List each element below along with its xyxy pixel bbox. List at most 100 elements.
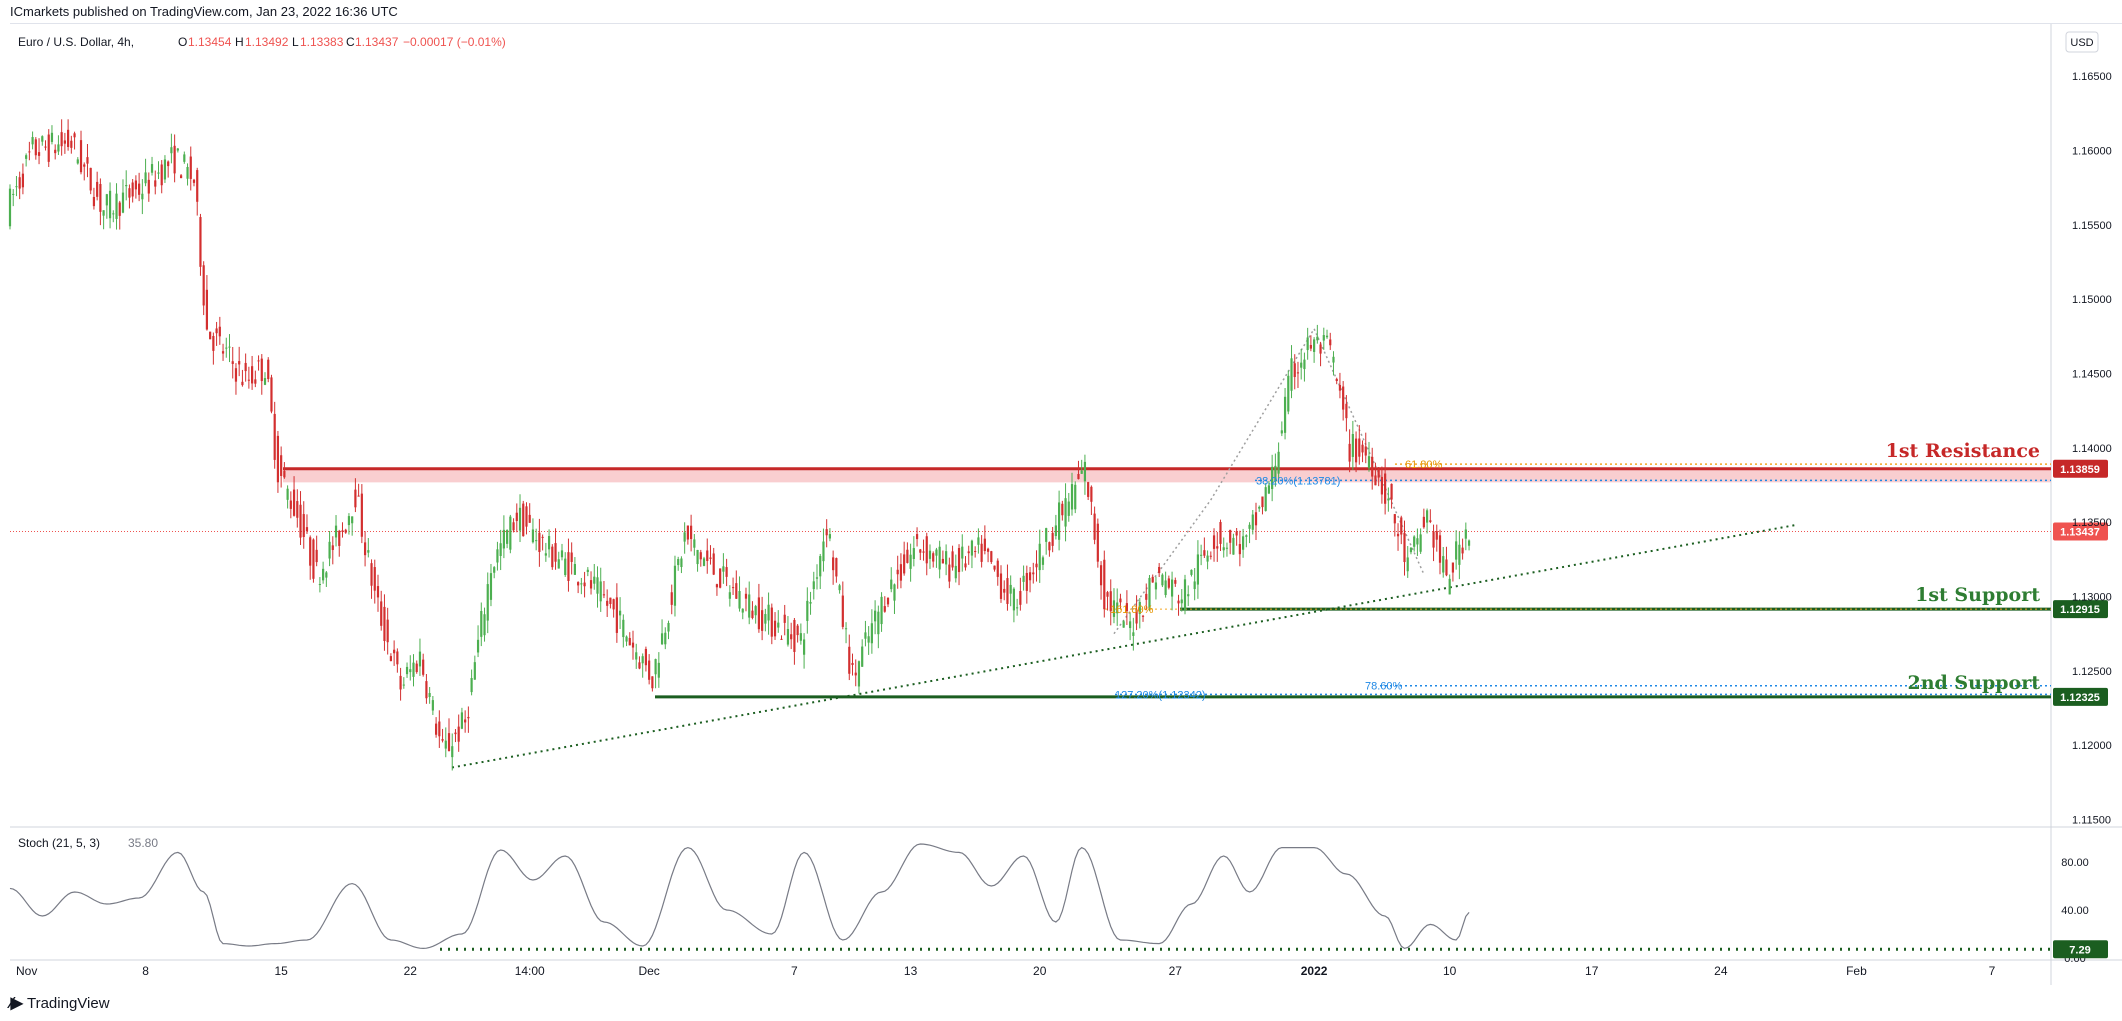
candle-body — [1290, 358, 1293, 391]
candle-body — [299, 504, 302, 538]
candle-body — [544, 553, 547, 556]
candle-body — [399, 675, 402, 690]
candle-body — [1206, 555, 1209, 562]
candle-body — [618, 610, 622, 616]
candle-body — [451, 746, 454, 758]
candle-body — [147, 179, 150, 194]
tradingview-brand: TradingView — [26, 994, 110, 1012]
candle-body — [967, 551, 970, 554]
candle-body — [405, 666, 409, 675]
time-axis[interactable]: Nov8152214:00Dec71320272022101724Feb7142… — [16, 964, 2122, 978]
candle-body — [528, 514, 531, 523]
candle-body — [296, 501, 299, 518]
candle-body — [228, 346, 231, 348]
candle-body — [99, 183, 102, 212]
candle-body — [1419, 534, 1422, 552]
candle-body — [912, 548, 915, 559]
candle-body — [1035, 563, 1038, 568]
price-axis[interactable]: 1.16500 1.16000 1.15500 1.15000 1.14500 1.140… — [2072, 71, 2112, 827]
candle-body — [21, 173, 25, 188]
tradingview-logo[interactable]: ⁄▶ TradingView — [10, 993, 110, 1013]
candle-body — [1261, 496, 1264, 508]
candle-body — [1300, 362, 1303, 368]
candle-body — [819, 556, 822, 577]
time-tick-label: 7 — [1989, 964, 1996, 978]
candle-body — [880, 596, 883, 625]
currency-badge[interactable] — [2065, 31, 2099, 53]
time-tick-label: 17 — [1585, 964, 1599, 978]
price-badge-label: 1.13859 — [2060, 464, 2100, 476]
candle-body — [535, 540, 538, 542]
candle-body — [1187, 594, 1190, 597]
candle-body — [483, 614, 486, 636]
candle-body — [1254, 512, 1258, 526]
candle-body — [334, 525, 338, 538]
candle-body — [331, 545, 334, 550]
candle-body — [473, 662, 476, 680]
candle-body — [706, 550, 709, 562]
candle-body — [1180, 599, 1183, 604]
candle-body — [1148, 577, 1151, 609]
candle-body — [1393, 514, 1396, 524]
candle-body — [283, 470, 286, 478]
candles-layer — [8, 119, 1471, 771]
candle-body — [835, 558, 838, 577]
candle-body — [1293, 363, 1296, 378]
candle-body — [1438, 535, 1442, 563]
candle-body — [999, 573, 1003, 599]
open-value: 1.13454 — [188, 35, 232, 49]
candle-body — [557, 559, 560, 569]
candle-body — [480, 610, 483, 637]
candle-body — [1151, 576, 1154, 583]
candle-body — [196, 170, 199, 202]
candle-body — [1413, 536, 1416, 547]
time-tick-label: Feb — [1846, 964, 1867, 978]
candle-body — [118, 202, 121, 216]
candle-body — [848, 646, 851, 674]
candle-body — [441, 739, 444, 741]
candle-body — [983, 538, 986, 552]
candle-body — [690, 525, 693, 540]
price-badge-label: 1.12915 — [2060, 604, 2100, 616]
candle-body — [890, 579, 893, 590]
candle-body — [644, 648, 648, 666]
candle-body — [1409, 547, 1413, 553]
candle-body — [615, 597, 618, 633]
candle-body — [102, 210, 105, 216]
candle-body — [744, 593, 748, 599]
candle-body — [144, 172, 147, 184]
candle-body — [1342, 386, 1345, 410]
symbol-title: Euro / U.S. Dollar, 4h, — [18, 35, 134, 49]
candle-body — [828, 534, 832, 539]
change-value: −0.00017 (−0.01%) — [403, 35, 506, 49]
candle-body — [1170, 579, 1174, 597]
candle-body — [1077, 473, 1080, 480]
candle-body — [1374, 475, 1377, 486]
candle-body — [1435, 531, 1438, 540]
candle-body — [580, 583, 583, 585]
candle-body — [15, 186, 18, 188]
candle-body — [425, 681, 428, 699]
candle-body — [974, 550, 977, 552]
price-tick-label: 1.16500 — [2072, 71, 2112, 83]
candle-body — [1367, 456, 1371, 469]
candle-body — [525, 506, 528, 527]
candle-body — [777, 622, 780, 628]
candle-body — [499, 543, 502, 556]
candle-body — [1464, 529, 1467, 539]
candle-body — [935, 549, 938, 556]
candle-body — [157, 172, 160, 174]
candle-body — [577, 582, 580, 586]
candle-body — [1387, 498, 1390, 501]
candle-body — [1051, 532, 1054, 546]
price-tick-label: 1.12000 — [2072, 740, 2112, 752]
candle-body — [741, 608, 744, 613]
candle-body — [315, 549, 318, 563]
resistance-label: 1st Resistance — [1886, 440, 2040, 462]
high-label: H — [235, 35, 244, 49]
candle-body — [1461, 547, 1464, 554]
candle-body — [1319, 344, 1322, 354]
candle-body — [693, 539, 696, 548]
candle-body — [1251, 514, 1254, 530]
